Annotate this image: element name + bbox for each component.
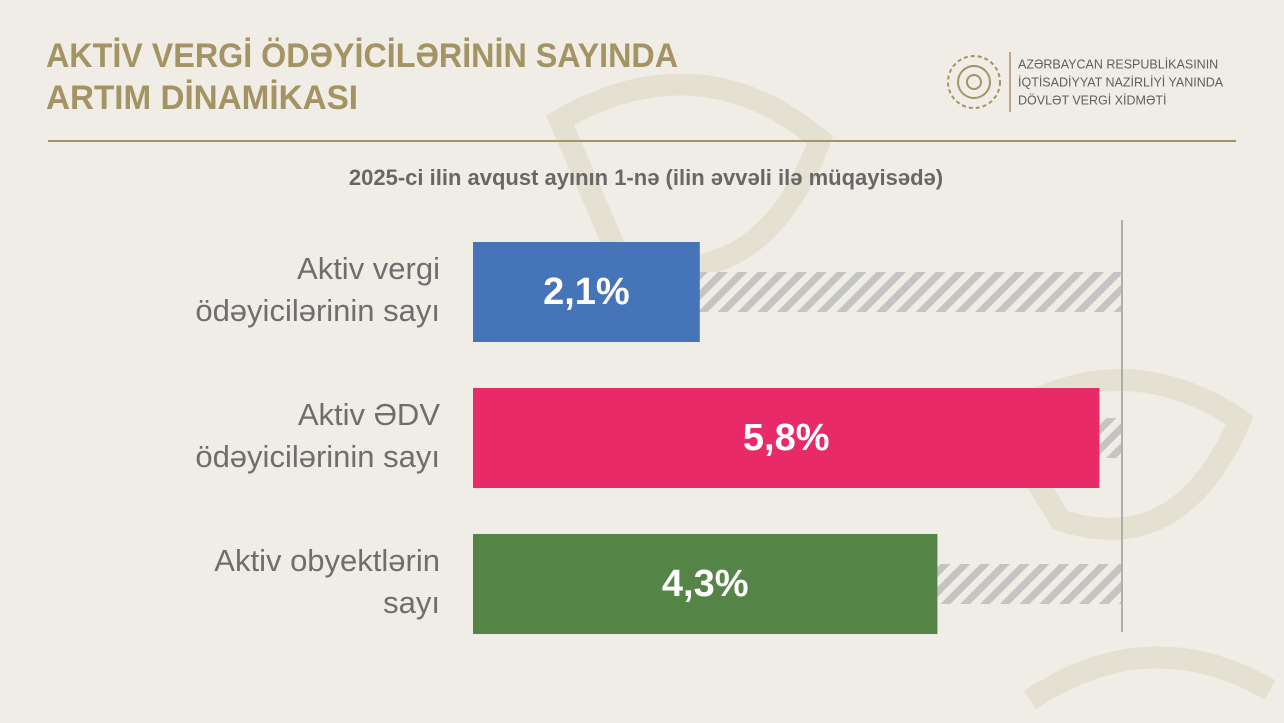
category-label: ödəyicilərinin sayı [195, 293, 440, 328]
bar [473, 534, 938, 634]
org-name: İQTİSADİYYAT NAZİRLİYİ YANINDA [1018, 75, 1224, 89]
org-name: AZƏRBAYCAN RESPUBLİKASININ [1018, 57, 1218, 71]
value-label: 5,8% [743, 417, 830, 459]
value-label: 4,3% [662, 563, 749, 605]
category-label: Aktiv obyektlərin [214, 543, 440, 578]
value-label: 2,1% [543, 271, 630, 313]
category-label: Aktiv ƏDV [298, 397, 441, 432]
chart-title: ARTIM DİNAMİKASI [46, 79, 358, 117]
category-label: Aktiv vergi [297, 251, 440, 286]
category-label: sayı [383, 585, 440, 620]
logo [947, 55, 1001, 109]
org-name: DÖVLƏT VERGİ XİDMƏTİ [1018, 93, 1166, 107]
bar [473, 242, 700, 342]
bar [473, 388, 1100, 488]
chart-subtitle: 2025-ci ilin avqust ayının 1-nə (ilin əv… [349, 165, 943, 190]
chart-title: AKTİV VERGİ ÖDƏYİCİLƏRİNİN SAYINDA [46, 37, 678, 75]
category-label: ödəyicilərinin sayı [195, 439, 440, 474]
